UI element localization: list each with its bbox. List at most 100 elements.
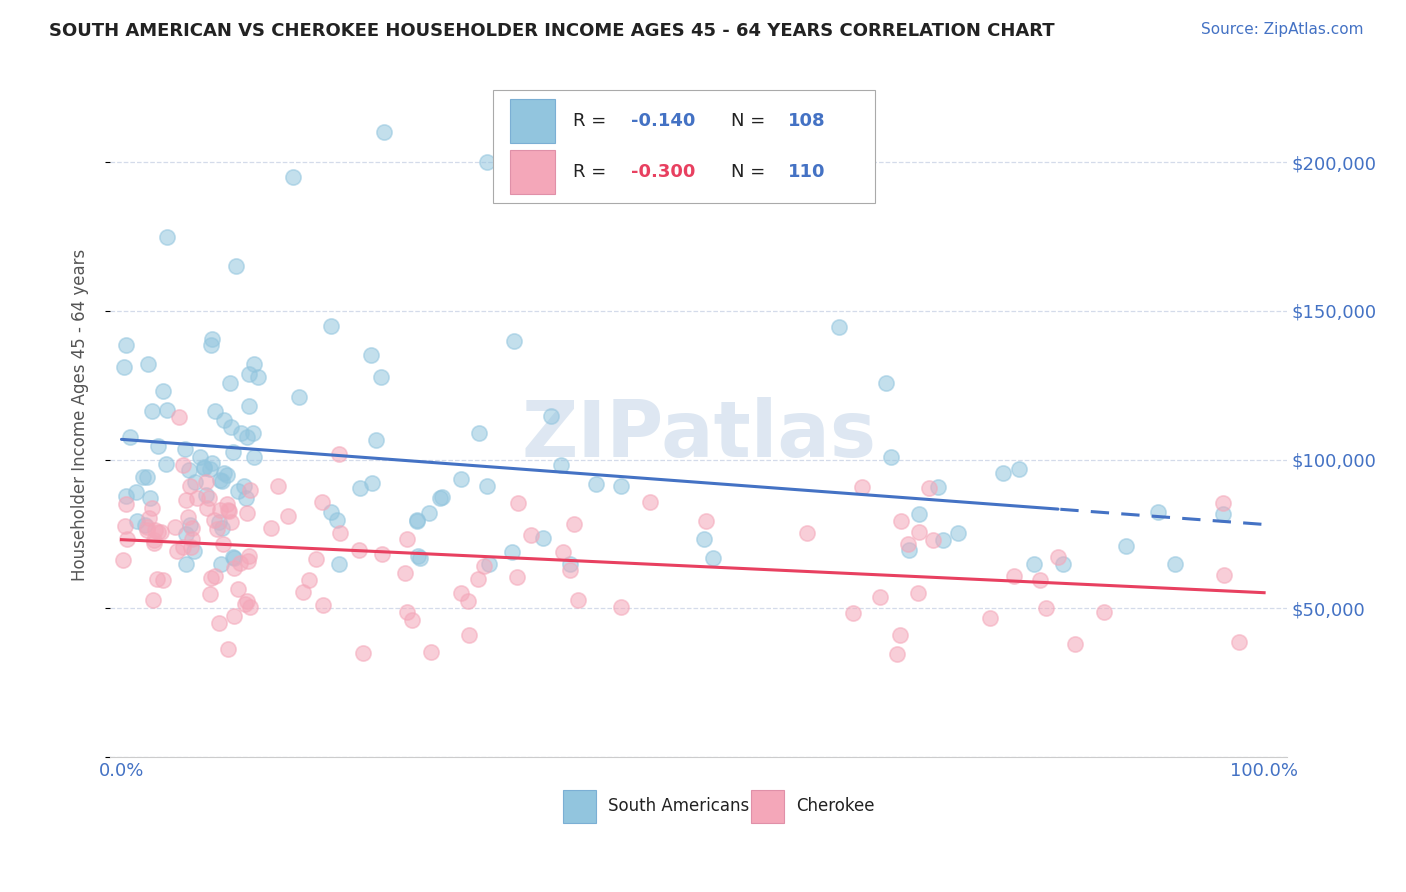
Point	[267, 478, 290, 492]
Point	[217, 642, 239, 657]
Point	[236, 594, 259, 608]
Point	[222, 550, 245, 565]
Point	[195, 475, 218, 489]
Point	[1064, 637, 1087, 651]
Text: ZIPatlas: ZIPatlas	[522, 398, 876, 474]
FancyBboxPatch shape	[492, 90, 875, 202]
Point	[208, 615, 231, 630]
Point	[193, 461, 215, 475]
Point	[152, 573, 174, 587]
Point	[897, 537, 920, 551]
Point	[146, 439, 169, 453]
Point	[1164, 557, 1187, 571]
Point	[235, 597, 257, 611]
Point	[418, 506, 440, 520]
Text: South Americans: South Americans	[607, 797, 749, 815]
Y-axis label: Householder Income Ages 45 - 64 years: Householder Income Ages 45 - 64 years	[72, 249, 89, 581]
Point	[841, 606, 863, 620]
FancyBboxPatch shape	[510, 150, 555, 194]
Point	[401, 613, 423, 627]
Point	[238, 549, 260, 564]
Point	[450, 586, 472, 600]
Point	[179, 462, 201, 476]
Point	[243, 450, 266, 465]
Point	[211, 537, 233, 551]
Point	[193, 460, 215, 475]
Point	[135, 469, 157, 483]
Point	[172, 541, 194, 555]
Point	[186, 491, 208, 506]
Point	[1212, 508, 1234, 522]
Text: R =: R =	[572, 163, 612, 181]
Point	[236, 506, 259, 520]
Point	[419, 645, 441, 659]
Point	[205, 522, 228, 536]
Point	[328, 557, 350, 571]
Point	[204, 403, 226, 417]
Point	[430, 490, 453, 504]
Point	[136, 523, 159, 537]
Point	[115, 497, 138, 511]
Point	[172, 458, 194, 472]
Point	[457, 594, 479, 608]
Point	[298, 573, 321, 587]
Point	[1227, 634, 1250, 648]
Point	[156, 229, 179, 244]
Point	[142, 533, 165, 547]
Point	[1035, 601, 1057, 615]
Point	[183, 544, 205, 558]
Point	[349, 542, 371, 557]
Point	[180, 541, 202, 555]
Point	[221, 420, 243, 434]
Text: N =: N =	[731, 112, 772, 130]
Point	[450, 472, 472, 486]
FancyBboxPatch shape	[564, 790, 596, 823]
Point	[217, 497, 239, 511]
Point	[243, 357, 266, 371]
Point	[328, 447, 350, 461]
Point	[890, 514, 912, 528]
Point	[208, 503, 231, 517]
Point	[143, 524, 166, 538]
Point	[991, 466, 1014, 480]
Point	[135, 519, 157, 533]
Point	[211, 474, 233, 488]
Point	[201, 456, 224, 470]
Point	[311, 495, 333, 509]
Point	[219, 516, 242, 530]
Point	[146, 525, 169, 540]
Point	[115, 489, 138, 503]
Point	[319, 505, 342, 519]
Point	[553, 545, 575, 559]
Point	[898, 543, 921, 558]
Point	[531, 531, 554, 545]
Point	[695, 514, 717, 528]
Point	[198, 587, 221, 601]
Point	[166, 543, 188, 558]
Point	[880, 450, 903, 464]
Point	[828, 320, 851, 334]
Point	[218, 504, 240, 518]
Point	[640, 495, 662, 509]
Point	[200, 332, 222, 346]
Point	[214, 412, 236, 426]
Point	[406, 513, 429, 527]
Point	[180, 532, 202, 546]
Point	[558, 557, 581, 571]
Text: Source: ZipAtlas.com: Source: ZipAtlas.com	[1201, 22, 1364, 37]
Point	[610, 478, 633, 492]
Point	[118, 430, 141, 444]
Text: 110: 110	[787, 163, 825, 181]
Point	[979, 611, 1001, 625]
Point	[1008, 462, 1031, 476]
Point	[260, 521, 283, 535]
Point	[349, 481, 371, 495]
Point	[550, 458, 572, 472]
Point	[948, 525, 970, 540]
Point	[177, 510, 200, 524]
Point	[932, 533, 955, 548]
Point	[235, 491, 257, 505]
Point	[429, 491, 451, 505]
Point	[229, 556, 252, 570]
Point	[202, 513, 225, 527]
